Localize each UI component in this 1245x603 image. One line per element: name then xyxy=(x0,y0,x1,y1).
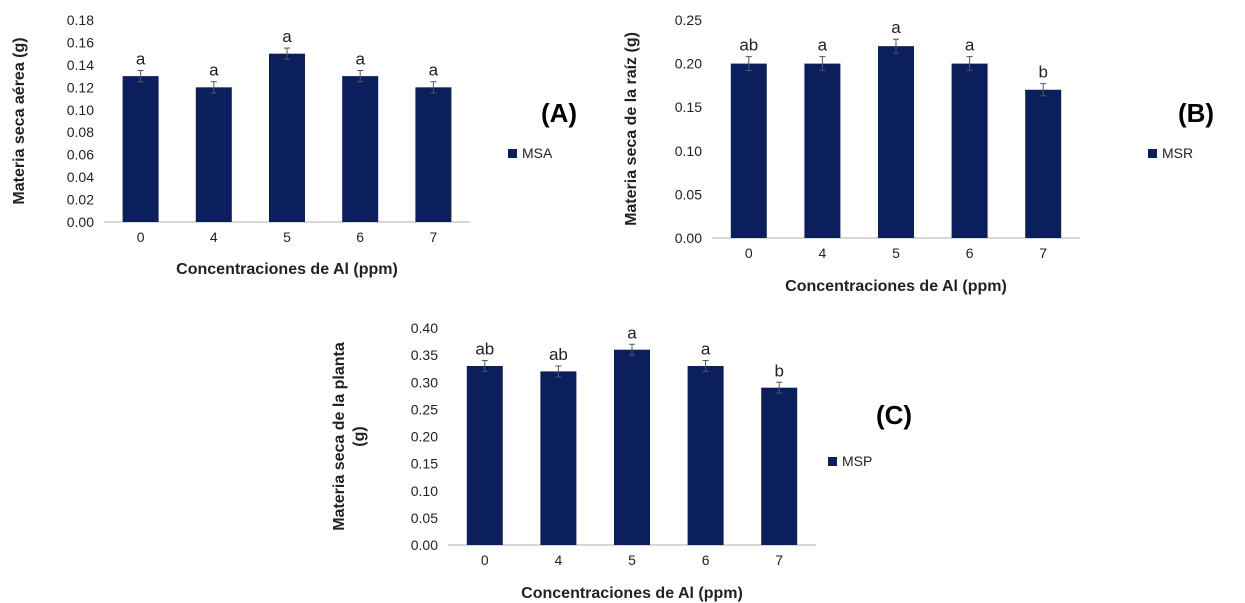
bar xyxy=(540,371,577,545)
x-tick-label: 6 xyxy=(702,552,710,568)
bar xyxy=(761,387,798,545)
bar xyxy=(122,76,159,222)
x-axis-title: Concentraciones de Al (ppm) xyxy=(176,261,398,278)
significance-letter: ab xyxy=(475,340,494,359)
x-axis-title: Concentraciones de Al (ppm) xyxy=(521,585,743,602)
legend-label: MSP xyxy=(842,453,872,469)
legend-label: MSA xyxy=(522,145,553,161)
y-tick-label: 0.40 xyxy=(411,320,438,336)
significance-letter: a xyxy=(701,340,711,359)
x-tick-label: 4 xyxy=(210,229,218,245)
y-tick-label: 0.10 xyxy=(67,102,94,118)
significance-letter: b xyxy=(1038,63,1047,82)
significance-letter: b xyxy=(774,361,783,380)
legend-swatch xyxy=(508,149,517,158)
x-tick-label: 6 xyxy=(966,245,974,261)
y-axis-title-line: (g) xyxy=(351,426,368,446)
y-tick-label: 0.08 xyxy=(67,124,94,140)
y-axis-title-line: Materia seca de la planta xyxy=(331,342,348,531)
y-tick-label: 0.10 xyxy=(411,483,438,499)
y-axis-title: Materia seca de la raíz (g) xyxy=(623,32,640,226)
bar xyxy=(195,87,232,222)
y-tick-label: 0.12 xyxy=(67,79,94,95)
y-tick-label: 0.35 xyxy=(411,347,438,363)
y-tick-label: 0.00 xyxy=(675,230,702,246)
y-axis-title: Materia seca aérea (g) xyxy=(11,37,28,204)
y-axis-title: Materia seca de la planta (g) xyxy=(331,342,368,531)
y-tick-label: 0.25 xyxy=(675,12,702,28)
bar xyxy=(466,365,503,545)
bar xyxy=(687,365,724,545)
y-tick-label: 0.20 xyxy=(411,429,438,445)
significance-letter: a xyxy=(627,323,637,342)
y-tick-label: 0.16 xyxy=(67,34,94,50)
x-tick-label: 0 xyxy=(745,245,753,261)
y-tick-label: 0.25 xyxy=(411,401,438,417)
y-tick-label: 0.30 xyxy=(411,374,438,390)
significance-letter: ab xyxy=(549,345,568,364)
y-tick-label: 0.10 xyxy=(675,143,702,159)
bar xyxy=(730,63,767,238)
x-tick-label: 0 xyxy=(481,552,489,568)
bar xyxy=(878,46,914,238)
x-tick-label: 4 xyxy=(555,552,563,568)
y-tick-label: 0.15 xyxy=(411,456,438,472)
significance-letter: a xyxy=(282,27,292,46)
chart-panel: 0.000.050.100.150.200.250.300.350.40ab0a… xyxy=(331,320,912,602)
x-tick-label: 0 xyxy=(137,229,145,245)
bar xyxy=(1025,89,1062,238)
bar xyxy=(614,349,650,545)
significance-letter: a xyxy=(136,50,146,69)
legend-swatch xyxy=(828,457,837,466)
significance-letter: a xyxy=(818,36,828,55)
significance-letter: ab xyxy=(739,36,758,55)
x-tick-label: 4 xyxy=(819,245,827,261)
panel-label: (A) xyxy=(541,98,577,128)
y-tick-label: 0.20 xyxy=(675,56,702,72)
x-tick-label: 7 xyxy=(775,552,783,568)
legend-label: MSR xyxy=(1162,145,1193,161)
chart-panel: 0.00 0.05 0.10 0.15 0.20 0.25 ab 0 a 4 a 5 a 6 b 7 Conce… xyxy=(623,12,1214,295)
bar xyxy=(269,53,305,222)
significance-letter: a xyxy=(891,18,901,37)
y-tick-label: 0.14 xyxy=(67,57,94,73)
bar xyxy=(804,63,841,238)
bar xyxy=(342,76,379,222)
y-tick-label: 0.02 xyxy=(67,192,94,208)
panel-label: (C) xyxy=(876,400,912,430)
y-tick-label: 0.05 xyxy=(675,186,702,202)
significance-letter: a xyxy=(429,61,439,80)
significance-letter: a xyxy=(355,50,365,69)
y-tick-label: 0.18 xyxy=(67,12,94,28)
y-tick-label: 0.05 xyxy=(411,510,438,526)
bar xyxy=(951,63,988,238)
x-tick-label: 5 xyxy=(283,229,291,245)
y-tick-label: 0.00 xyxy=(67,214,94,230)
y-tick-label: 0.00 xyxy=(411,537,438,553)
x-tick-label: 6 xyxy=(356,229,364,245)
panel-label: (B) xyxy=(1178,98,1214,128)
x-tick-label: 7 xyxy=(1039,245,1047,261)
x-tick-label: 5 xyxy=(628,552,636,568)
bar xyxy=(415,87,452,222)
x-tick-label: 5 xyxy=(892,245,900,261)
y-tick-label: 0.15 xyxy=(675,99,702,115)
significance-letter: a xyxy=(965,36,975,55)
chart-panel: 0.00 0.02 0.04 0.06 0.08 0.10 0.12 0.14 0.16 0.18… xyxy=(11,12,577,278)
legend-swatch xyxy=(1148,149,1157,158)
y-tick-label: 0.06 xyxy=(67,147,94,163)
x-axis-title: Concentraciones de Al (ppm) xyxy=(785,278,1007,295)
significance-letter: a xyxy=(209,61,219,80)
x-tick-label: 7 xyxy=(430,229,438,245)
y-tick-label: 0.04 xyxy=(67,169,94,185)
